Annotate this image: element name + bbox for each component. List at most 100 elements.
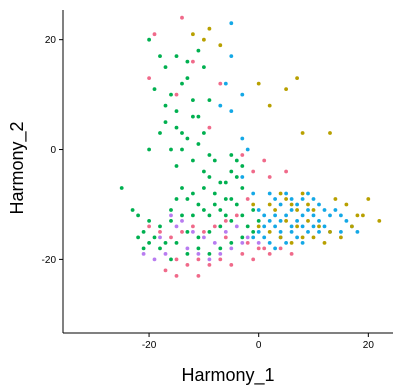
data-point xyxy=(234,158,239,163)
data-point xyxy=(174,164,179,168)
data-point xyxy=(256,219,261,223)
data-point xyxy=(284,241,288,245)
data-point xyxy=(229,153,234,157)
data-point xyxy=(295,219,299,223)
data-point xyxy=(240,136,245,141)
data-point xyxy=(273,224,277,229)
data-point xyxy=(174,54,179,58)
data-point xyxy=(377,219,382,223)
data-point xyxy=(278,235,283,240)
data-point xyxy=(256,246,261,251)
data-point xyxy=(163,120,168,124)
data-point xyxy=(284,169,288,174)
x-axis-ticks: -20 0 20 xyxy=(142,333,374,351)
data-point xyxy=(317,219,321,223)
data-point xyxy=(245,235,250,240)
data-point xyxy=(229,109,234,113)
data-point xyxy=(267,219,272,223)
data-point xyxy=(212,202,217,207)
data-point xyxy=(158,131,162,135)
data-point xyxy=(289,202,294,207)
x-tick-label: 0 xyxy=(256,340,262,351)
data-point xyxy=(223,235,228,240)
data-point xyxy=(158,54,162,58)
x-tick-label: 20 xyxy=(363,340,375,351)
y-tick-label: 0 xyxy=(50,145,56,156)
data-point xyxy=(355,230,360,234)
data-point xyxy=(185,76,190,80)
data-point xyxy=(251,208,256,212)
data-point xyxy=(273,213,277,218)
data-point xyxy=(191,191,195,196)
data-point xyxy=(245,241,250,245)
data-point xyxy=(136,213,141,218)
data-point xyxy=(251,230,256,234)
data-point xyxy=(262,246,267,251)
data-point xyxy=(262,235,267,240)
data-point xyxy=(256,230,261,234)
data-point xyxy=(152,32,157,37)
data-point xyxy=(339,213,343,218)
data-point xyxy=(202,37,206,42)
data-point xyxy=(141,252,146,256)
data-point xyxy=(212,241,217,245)
data-point xyxy=(278,230,283,234)
data-point xyxy=(158,230,162,234)
data-point xyxy=(212,158,217,163)
data-point xyxy=(218,246,223,251)
data-point xyxy=(136,235,141,240)
data-point xyxy=(169,147,173,152)
data-point xyxy=(196,274,201,278)
data-point xyxy=(300,213,305,218)
data-point xyxy=(311,213,316,218)
y-tick-label: 20 xyxy=(45,35,57,46)
data-point xyxy=(284,213,288,218)
data-point xyxy=(317,230,321,234)
y-axis-ticks: 20 0 -20 xyxy=(42,35,63,266)
data-point xyxy=(163,65,168,69)
data-point xyxy=(333,208,338,212)
data-point xyxy=(218,103,223,108)
data-point xyxy=(240,235,245,240)
data-point xyxy=(300,191,305,196)
data-point xyxy=(152,235,157,240)
data-point xyxy=(311,197,316,201)
data-point xyxy=(180,213,184,218)
data-point xyxy=(169,219,173,223)
data-point xyxy=(350,224,354,229)
data-point xyxy=(207,153,212,157)
data-point xyxy=(207,125,212,130)
data-point xyxy=(278,246,283,251)
data-point xyxy=(147,147,152,152)
data-point xyxy=(267,191,272,196)
x-tick-label: -20 xyxy=(142,340,157,351)
y-axis-title: Harmony_2 xyxy=(7,121,28,214)
data-point xyxy=(147,76,152,80)
data-point xyxy=(234,202,239,207)
data-point xyxy=(163,268,168,273)
data-point xyxy=(207,252,212,256)
data-point xyxy=(223,230,228,234)
data-point xyxy=(240,153,245,157)
data-point xyxy=(191,213,195,218)
data-point xyxy=(306,191,310,196)
data-point xyxy=(174,92,179,97)
data-point xyxy=(256,81,261,86)
data-point xyxy=(339,235,343,240)
data-point xyxy=(174,125,179,130)
data-point xyxy=(207,175,212,179)
data-point xyxy=(141,246,146,251)
data-point xyxy=(251,202,256,207)
data-point xyxy=(295,208,299,212)
data-point xyxy=(185,230,190,234)
data-point xyxy=(278,191,283,196)
data-point xyxy=(306,219,310,223)
data-point xyxy=(152,87,157,91)
data-point xyxy=(262,224,267,229)
data-point xyxy=(163,103,168,108)
data-point xyxy=(218,257,223,262)
data-point xyxy=(328,230,332,234)
data-point xyxy=(317,224,321,229)
data-point xyxy=(174,274,179,278)
data-point xyxy=(191,32,195,37)
